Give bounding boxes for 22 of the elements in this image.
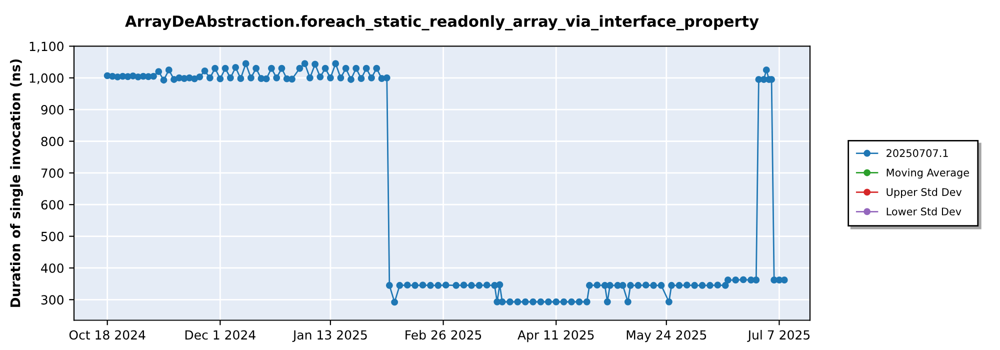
y-tick-label: 1,000 bbox=[30, 73, 64, 84]
legend-label: 20250707.1 bbox=[886, 149, 948, 158]
y-tick-label: 900 bbox=[41, 105, 64, 114]
y-tick-label: 600 bbox=[41, 200, 64, 210]
legend-label: Moving Average bbox=[886, 168, 969, 179]
y-tick-label: 300 bbox=[41, 295, 64, 305]
x-tick-label: Apr 11 2025 bbox=[518, 330, 594, 342]
chart-title: ArrayDeAbstraction.foreach_static_readonly_array_via_interface_property bbox=[125, 15, 759, 30]
legend-label: Upper Std Dev bbox=[886, 188, 962, 198]
y-tick-label: 1,100 bbox=[30, 42, 64, 52]
y-tick-label: 500 bbox=[41, 232, 64, 242]
x-tick-label: Jan 13 2025 bbox=[292, 330, 367, 342]
x-tick-label: May 24 2025 bbox=[626, 330, 706, 342]
y-tick-label: 400 bbox=[41, 263, 64, 273]
x-tick-label: Feb 26 2025 bbox=[406, 330, 482, 340]
x-tick-label: Dec 1 2024 bbox=[185, 330, 256, 340]
legend-label: Lower Std Dev bbox=[886, 207, 962, 216]
y-tick-label: 800 bbox=[41, 136, 64, 146]
y-axis-title: Duration of single invocation (ns) bbox=[10, 59, 23, 307]
x-tick-label: Oct 18 2024 bbox=[69, 330, 146, 340]
y-tick-label: 700 bbox=[41, 168, 64, 178]
x-tick-label: Jul 7 2025 bbox=[747, 330, 810, 342]
